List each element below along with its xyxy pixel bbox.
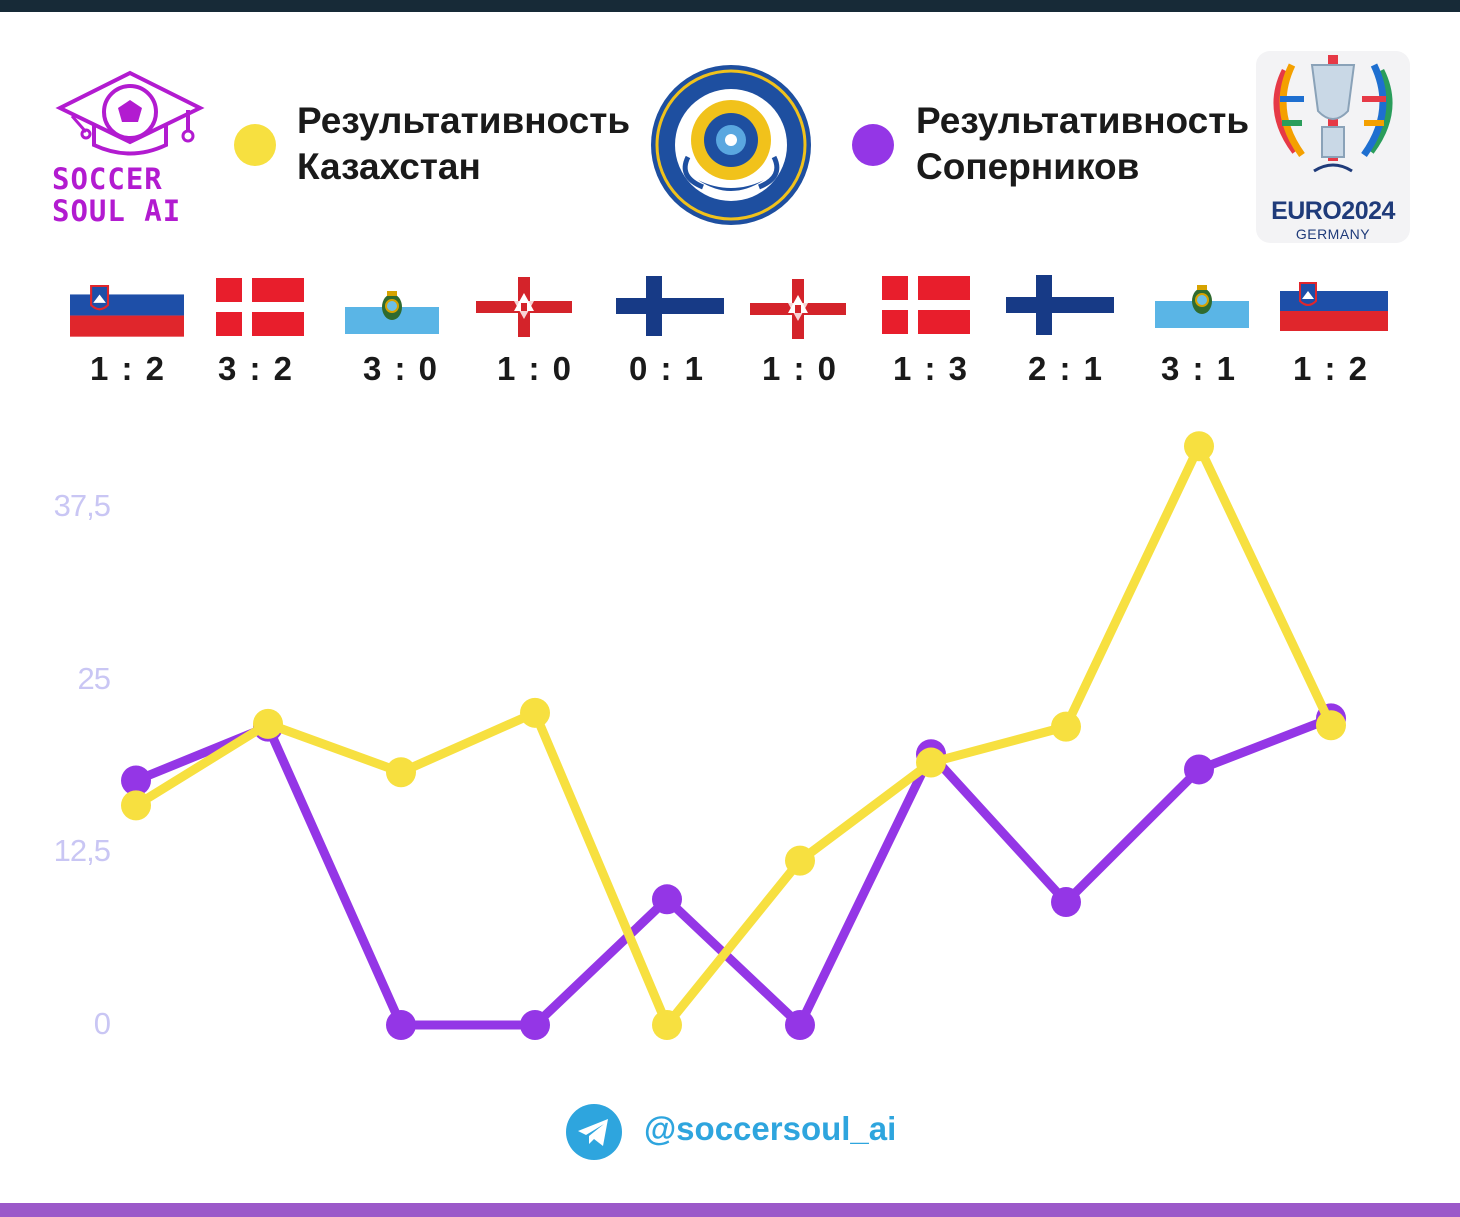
- euro-trophy-icon: [1273, 55, 1393, 173]
- data-point-kazakhstan: [652, 1010, 682, 1040]
- finland-flag: [616, 276, 724, 341]
- northern-ireland-flag: [750, 278, 846, 345]
- legend-kazakhstan-line1: Результативность: [297, 100, 631, 141]
- match-score: 0 : 1: [628, 350, 706, 387]
- northern-ireland-flag: [476, 277, 572, 342]
- euro-2024-logo: EURO2024 GERMANY: [1256, 51, 1410, 243]
- data-point-kazakhstan: [253, 708, 283, 739]
- san-marino-flag: [345, 280, 439, 339]
- euro-title: EURO2024: [1271, 197, 1395, 225]
- match-score: 1 : 2: [1292, 350, 1370, 387]
- series-line-opponents: [131, 713, 1336, 1030]
- legend-opponents: Результативность Соперников: [916, 98, 1249, 190]
- data-point-opponents: [652, 884, 682, 915]
- match-score: 1 : 3: [892, 350, 970, 387]
- match-score: 2 : 1: [1027, 350, 1105, 387]
- data-point-opponents: [785, 1010, 815, 1040]
- match-score: 1 : 2: [89, 350, 167, 387]
- match-score: 3 : 2: [217, 350, 295, 387]
- kazakhstan-federation-emblem: [648, 62, 814, 228]
- legend-opponents-line1: Результативность: [916, 100, 1250, 141]
- san-marino-flag: [1155, 274, 1249, 333]
- legend-dot-opponents: [852, 124, 894, 166]
- brand-line-2: SOUL AI: [52, 194, 182, 228]
- y-tick-label: 0: [93, 1006, 111, 1041]
- data-point-kazakhstan: [916, 747, 946, 778]
- data-point-opponents: [520, 1010, 550, 1040]
- data-point-kazakhstan: [121, 790, 151, 821]
- denmark-flag: [882, 276, 970, 339]
- graduation-cap-ball-icon: [55, 70, 205, 156]
- data-point-kazakhstan: [520, 697, 550, 728]
- data-point-opponents: [121, 765, 151, 796]
- bottom-bar: [0, 1203, 1460, 1217]
- soccer-soul-ai-logo: SOCCER SOUL AI: [50, 70, 210, 230]
- slovenia-flag: [70, 272, 184, 343]
- y-tick-label: 12,5: [53, 833, 111, 869]
- brand-line-1: SOCCER: [52, 162, 163, 196]
- y-tick-label: 25: [77, 660, 111, 696]
- slovenia-flag: [1280, 270, 1388, 337]
- series-line-kazakhstan: [131, 441, 1336, 1030]
- legend-kazakhstan-line2: Казахстан: [297, 146, 481, 187]
- data-point-kazakhstan: [1051, 711, 1081, 742]
- denmark-flag: [216, 278, 304, 341]
- finland-flag: [1006, 275, 1114, 340]
- legend-kazakhstan: Результативность Казахстан: [297, 98, 630, 190]
- match-score: 1 : 0: [496, 350, 574, 387]
- data-point-opponents: [386, 1010, 416, 1040]
- data-point-kazakhstan: [1316, 710, 1346, 741]
- telegram-icon[interactable]: [566, 1104, 622, 1160]
- match-score: 3 : 1: [1160, 350, 1238, 387]
- top-bar: [0, 0, 1460, 12]
- data-point-kazakhstan: [386, 757, 416, 788]
- match-score: 1 : 0: [761, 350, 839, 387]
- legend-opponents-line2: Соперников: [916, 146, 1140, 187]
- telegram-handle[interactable]: @soccersoul_ai: [644, 1110, 897, 1147]
- match-score: 3 : 0: [362, 350, 440, 387]
- data-point-kazakhstan: [1184, 431, 1214, 462]
- euro-subtitle: GERMANY: [1295, 226, 1371, 242]
- data-point-opponents: [1184, 754, 1214, 785]
- data-point-opponents: [1051, 887, 1081, 918]
- data-point-kazakhstan: [785, 845, 815, 876]
- y-tick-label: 37,5: [53, 488, 111, 523]
- legend-dot-kazakhstan: [234, 124, 276, 166]
